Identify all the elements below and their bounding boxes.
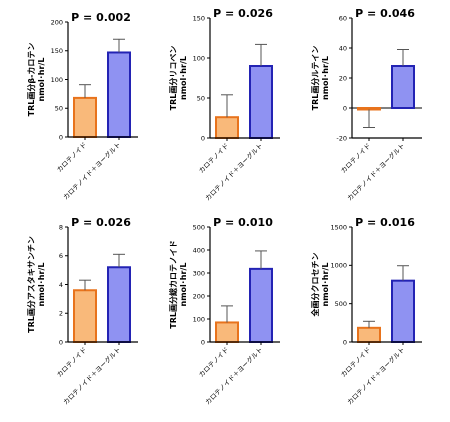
y-tick-label: 2 [59,310,63,318]
p-value-label: P = 0.010 [213,216,273,229]
bar-1 [357,326,381,344]
bar-2 [107,266,131,343]
category-label: カロテノイド＋ヨーグルト [203,141,264,202]
y-tick-label: -20 [336,134,347,142]
y-axis-unit: nmol･hr/L [179,56,188,100]
p-value-label: P = 0.026 [71,216,131,229]
chart-panel-6: P = 0.016 0 500 1000 1500 カロテノイドカロテノイド＋ヨーグルト全… [310,216,422,406]
category-label: カロテノイド＋ヨーグルト [345,345,406,406]
y-tick-label: 0 [201,338,205,346]
y-axis-unit: nmol･hr/L [321,263,330,307]
chart-panel-5: P = 0.010 0 100 200 300 400 500 カロテノイドカロテノイド＋ヨー… [168,216,280,406]
bar-2 [391,65,415,109]
bar-2 [391,279,415,343]
y-tick-label: 400 [193,246,205,254]
bar-2 [107,51,131,138]
y-tick-label: 40 [339,44,347,52]
category-label: カロテノイド [339,346,372,379]
y-tick-label: 200 [51,18,63,26]
y-axis-label: TRL画分総カロテノイド [168,240,178,328]
p-value-label: P = 0.002 [71,11,131,24]
category-label: カロテノイド＋ヨーグルト [61,140,122,201]
y-tick-label: 1000 [330,262,347,270]
y-tick-label: 20 [339,74,347,82]
category-label: カロテノイド＋ヨーグルト [345,141,406,202]
y-tick-label: 150 [193,14,205,22]
p-value-label: P = 0.046 [355,7,415,20]
bar-1 [357,107,381,111]
bar-1 [215,116,239,139]
category-label: カロテノイド＋ヨーグルト [203,345,264,406]
category-label: カロテノイド [197,142,230,175]
y-tick-label: 300 [193,269,205,277]
y-tick-label: 50 [197,94,205,102]
y-axis-label: TRL画分リコペン [168,46,178,111]
y-tick-label: 6 [59,252,63,260]
bar-2 [249,267,273,343]
bar-1 [215,321,239,344]
category-label: カロテノイド [339,142,372,175]
category-label: カロテノイド＋ヨーグルト [61,345,122,406]
category-label: カロテノイド [55,346,88,379]
y-axis-unit: nmol･hr/L [321,56,330,100]
bar-1 [73,96,97,138]
y-tick-label: 100 [193,315,205,323]
y-tick-label: 60 [339,14,347,22]
y-tick-label: 0 [59,133,63,141]
y-tick-label: 500 [335,300,347,308]
y-tick-label: 500 [193,223,205,231]
y-tick-label: 0 [59,338,63,346]
y-tick-label: 50 [55,105,63,113]
y-tick-label: 0 [343,338,347,346]
y-axis-unit: nmol･hr/L [179,263,188,307]
category-label: カロテノイド [55,141,88,174]
y-tick-label: 4 [59,281,63,289]
y-axis-unit: nmol･hr/L [37,263,46,307]
y-axis-label: 全画分クロセチン [310,253,320,318]
y-axis-unit: nmol･hr/L [37,58,46,102]
y-tick-label: 8 [59,223,63,231]
y-axis-label: TRL画分ルテイン [310,46,320,111]
y-axis-label: TRL画分β-カロテン [26,43,36,117]
y-tick-label: 0 [201,134,205,142]
bar-2 [249,65,273,139]
y-tick-label: 150 [51,47,63,55]
y-tick-label: 100 [51,76,63,84]
y-tick-label: 1500 [330,223,347,231]
p-value-label: P = 0.016 [355,216,415,229]
category-label: カロテノイド [197,346,230,379]
p-value-label: P = 0.026 [213,7,273,20]
y-tick-label: 200 [193,292,205,300]
y-tick-label: 100 [193,54,205,62]
y-tick-label: 0 [343,104,347,112]
bar-1 [73,289,97,343]
y-axis-label: TRL画分アスタキサンチン [26,236,36,333]
